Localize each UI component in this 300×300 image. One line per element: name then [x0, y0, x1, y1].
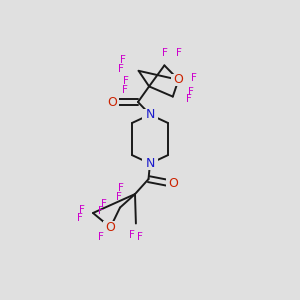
Text: F: F	[77, 213, 83, 224]
Text: F: F	[101, 199, 107, 209]
Bar	[103, 221, 118, 233]
Text: F: F	[118, 64, 124, 74]
Text: F: F	[123, 76, 129, 86]
Text: F: F	[98, 232, 104, 242]
Text: F: F	[98, 206, 103, 216]
Text: O: O	[107, 95, 117, 109]
Text: O: O	[174, 73, 183, 86]
Bar	[142, 109, 158, 121]
Text: F: F	[176, 47, 182, 58]
Text: F: F	[120, 55, 126, 65]
Bar	[105, 96, 119, 108]
Text: F: F	[116, 192, 122, 202]
Text: F: F	[136, 232, 142, 242]
Text: F: F	[129, 230, 135, 241]
Text: F: F	[122, 85, 128, 95]
Text: F: F	[188, 87, 194, 97]
Text: F: F	[162, 47, 168, 58]
Text: N: N	[145, 108, 155, 121]
Text: O: O	[106, 221, 115, 234]
Bar	[166, 178, 181, 190]
Text: O: O	[169, 177, 178, 190]
Text: F: F	[118, 183, 124, 194]
Text: F: F	[191, 73, 197, 83]
Text: F: F	[79, 205, 85, 215]
Bar	[142, 158, 158, 169]
Text: F: F	[186, 94, 192, 104]
Bar	[171, 74, 186, 86]
Text: N: N	[145, 157, 155, 170]
